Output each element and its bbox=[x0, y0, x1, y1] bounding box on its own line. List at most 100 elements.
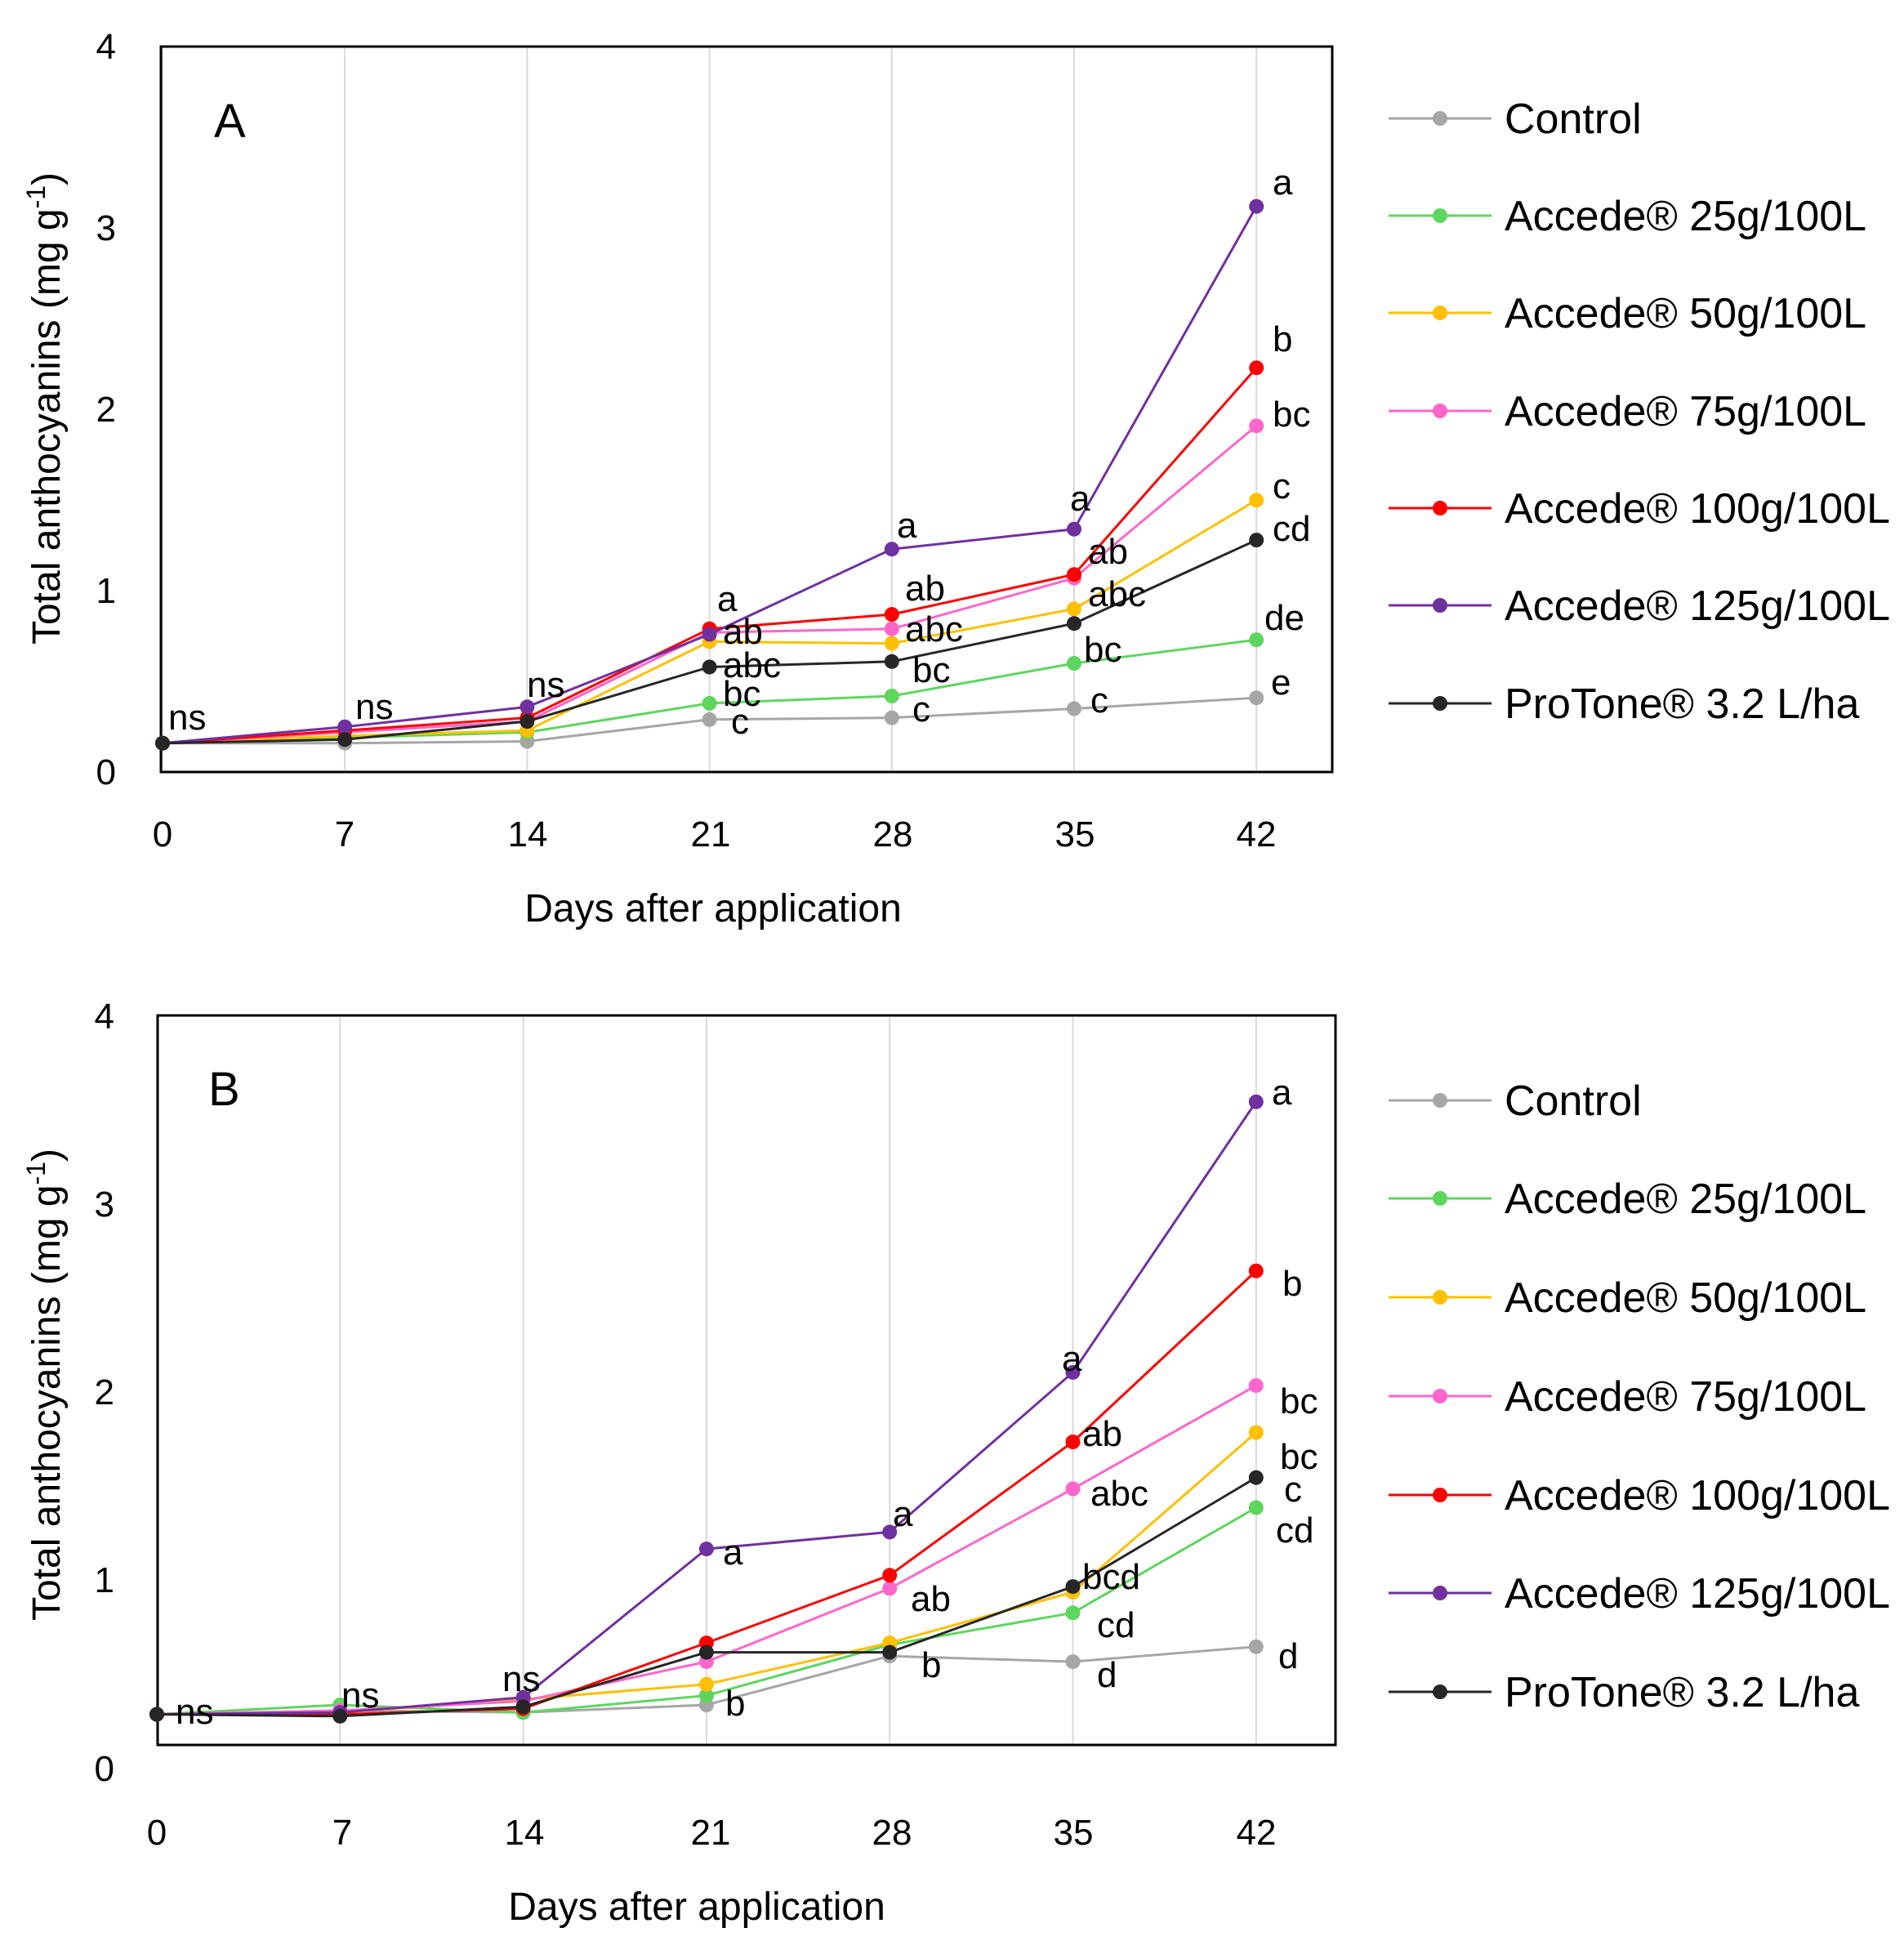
x-tick-label: 21 bbox=[691, 814, 731, 855]
y-tick-label: 0 bbox=[96, 752, 116, 792]
data-point bbox=[515, 1699, 531, 1715]
sig-letter: bc bbox=[1280, 1381, 1318, 1421]
y-tick-label: 4 bbox=[95, 997, 114, 1037]
legend-marker bbox=[1433, 306, 1447, 320]
data-point bbox=[1249, 493, 1264, 508]
data-point bbox=[884, 542, 899, 557]
legend-item-control: Control bbox=[1389, 1078, 1642, 1125]
sig-letter: bc bbox=[1084, 630, 1121, 670]
legend-item-accede-50: Accede® 50g/100L bbox=[1389, 1274, 1866, 1322]
panel-a-y-axis-title: Total anthocyanins (mg g-1) bbox=[21, 172, 69, 645]
sig-letter: b bbox=[921, 1645, 941, 1685]
sig-letter: ab bbox=[905, 569, 945, 609]
x-tick-label: 21 bbox=[691, 1813, 731, 1853]
data-point bbox=[698, 1644, 714, 1660]
panel-b-gridlines bbox=[156, 1017, 1257, 1743]
x-tick-label: 7 bbox=[332, 1813, 352, 1853]
sig-letter: bcd bbox=[1082, 1557, 1140, 1597]
series-a125 bbox=[155, 199, 1264, 751]
sig-letter: ns bbox=[176, 1692, 213, 1732]
legend-marker bbox=[1433, 1191, 1447, 1206]
sig-letter: ab bbox=[1088, 532, 1128, 572]
data-point bbox=[884, 621, 899, 636]
sig-letter: ns bbox=[527, 665, 564, 705]
data-point bbox=[519, 714, 535, 730]
legend-label: Accede® 75g/100L bbox=[1505, 388, 1866, 435]
data-point bbox=[1065, 1435, 1081, 1449]
x-tick-label: 28 bbox=[872, 1813, 912, 1853]
sig-letter: abc bbox=[1090, 1474, 1148, 1514]
legend-item-accede-75: Accede® 75g/100L bbox=[1389, 1373, 1866, 1421]
data-point bbox=[702, 712, 717, 727]
sig-letter: ab bbox=[1082, 1414, 1122, 1454]
panel-a-plot-border bbox=[159, 45, 1334, 774]
legend-marker bbox=[1433, 1093, 1447, 1108]
panel-b-significance-letters: ns ns ns a b a ab b a ab abc bcd cd d a … bbox=[176, 1073, 1318, 1732]
sig-letter: abc bbox=[1088, 574, 1146, 614]
legend-marker bbox=[1433, 111, 1447, 126]
panel-b-y-tick-labels: 0 1 2 3 4 bbox=[95, 997, 114, 1789]
legend-item-accede-125: Accede® 125g/100L bbox=[1389, 582, 1890, 630]
legend-label: Accede® 125g/100L bbox=[1505, 582, 1890, 630]
data-point bbox=[337, 719, 353, 734]
data-point bbox=[882, 1581, 898, 1596]
y-tick-label: 2 bbox=[95, 1372, 114, 1412]
y-tick-label: 1 bbox=[95, 1560, 114, 1600]
data-point bbox=[702, 627, 717, 642]
legend-label: Accede® 25g/100L bbox=[1505, 193, 1866, 240]
data-point bbox=[884, 607, 899, 622]
data-point bbox=[884, 689, 899, 703]
panel-a: A 0 1 2 3 4 0 7 14 21 28 35 42 Days afte… bbox=[21, 27, 1890, 930]
data-point bbox=[698, 1676, 714, 1692]
data-point bbox=[884, 636, 899, 651]
data-point bbox=[1248, 1425, 1264, 1440]
sig-letter: bc bbox=[912, 650, 950, 690]
legend-label: Control bbox=[1505, 1078, 1642, 1125]
data-point bbox=[1249, 418, 1264, 434]
sig-letter: b bbox=[1273, 319, 1292, 359]
data-point bbox=[332, 1708, 348, 1724]
data-point bbox=[337, 732, 353, 747]
legend-label: Accede® 100g/100L bbox=[1505, 1472, 1890, 1519]
sig-letter: b bbox=[1282, 1264, 1302, 1304]
data-point bbox=[698, 1688, 714, 1703]
legend-item-accede-75: Accede® 75g/100L bbox=[1389, 388, 1866, 435]
data-point bbox=[1249, 360, 1264, 376]
sig-letter: a bbox=[1272, 1073, 1292, 1113]
panel-a-significance-letters: ns ns ns a ab abc bc c a ab abc bc c a a… bbox=[168, 163, 1310, 742]
x-tick-label: 0 bbox=[153, 814, 172, 855]
legend-label: Accede® 50g/100L bbox=[1505, 290, 1866, 337]
sig-letter: cd bbox=[1273, 509, 1310, 549]
data-point bbox=[1065, 1579, 1081, 1595]
panel-b-y-axis-title: Total anthocyanins (mg g-1) bbox=[21, 1149, 69, 1621]
sig-letter: ab bbox=[911, 1579, 951, 1619]
sig-letter: bc bbox=[1280, 1437, 1318, 1477]
legend-marker bbox=[1433, 404, 1447, 418]
sig-letter: c bbox=[1273, 466, 1291, 506]
y-tick-label: 3 bbox=[95, 1185, 114, 1225]
data-point bbox=[1065, 1654, 1081, 1670]
sig-letter: a bbox=[1070, 479, 1090, 519]
sig-letter: ab bbox=[723, 612, 763, 652]
sig-letter: ns bbox=[502, 1659, 540, 1699]
data-point bbox=[1249, 632, 1264, 648]
x-tick-label: 0 bbox=[147, 1813, 167, 1853]
panel-a-legend: Control Accede® 25g/100L Accede® 50g/100… bbox=[1389, 96, 1890, 728]
data-point bbox=[1067, 616, 1081, 631]
x-tick-label: 35 bbox=[1055, 814, 1095, 855]
panel-a-series bbox=[155, 199, 1264, 751]
data-point bbox=[882, 1524, 898, 1540]
sig-letter: a bbox=[723, 1533, 743, 1573]
data-point bbox=[1248, 1639, 1264, 1654]
legend-item-accede-25: Accede® 25g/100L bbox=[1389, 1176, 1866, 1223]
sig-letter: a bbox=[1273, 163, 1293, 203]
panel-b-plot-border bbox=[156, 1014, 1337, 1747]
data-point bbox=[1249, 199, 1264, 214]
sig-letter: ns bbox=[355, 687, 393, 727]
legend-label: Accede® 100g/100L bbox=[1505, 485, 1890, 533]
data-point bbox=[1067, 656, 1081, 671]
data-point bbox=[882, 1644, 898, 1660]
data-point bbox=[1067, 567, 1081, 582]
data-point bbox=[702, 659, 717, 675]
legend-item-accede-100: Accede® 100g/100L bbox=[1389, 485, 1890, 533]
